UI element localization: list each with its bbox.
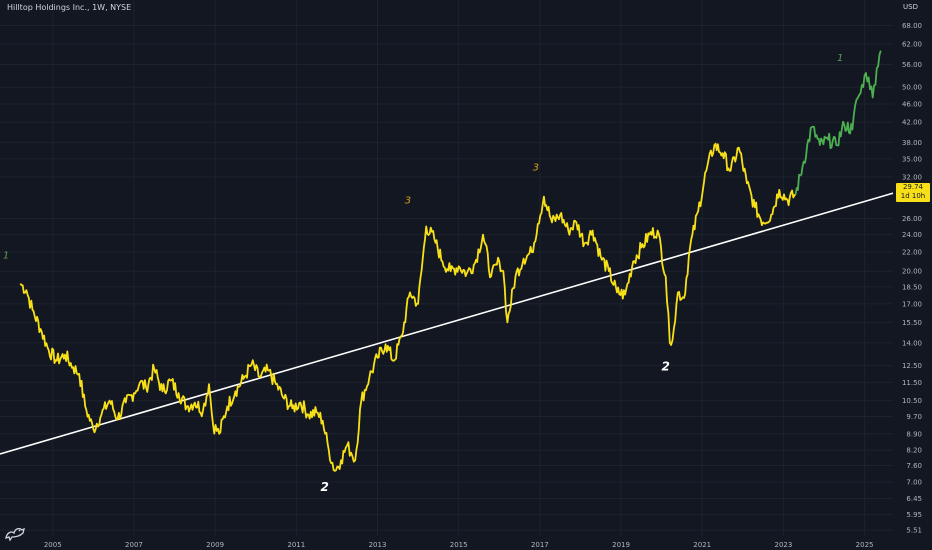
x-tick-label: 2009 <box>206 541 224 549</box>
y-tick-label: 46.00 <box>902 100 922 108</box>
y-tick-label: 8.20 <box>906 447 922 455</box>
y-tick-label: 17.00 <box>902 300 922 308</box>
wave-label: 2 <box>662 359 670 373</box>
x-tick-label: 2007 <box>125 541 143 549</box>
series-line-recent <box>794 50 882 195</box>
chart-title: Hilltop Holdings Inc., 1W, NYSE <box>7 3 132 12</box>
y-tick-label: 15.50 <box>902 319 922 327</box>
y-axis[interactable]: 68.00 62.00 56.00 50.00 46.00 42.00 38.00 35.00… <box>902 22 922 535</box>
wave-label: 1 <box>837 53 843 64</box>
trendline-line[interactable] <box>0 192 894 455</box>
x-tick-label: 2013 <box>369 541 387 549</box>
y-tick-label: 50.00 <box>902 84 922 92</box>
y-tick-label: 26.00 <box>902 215 922 223</box>
wave-label: 3 <box>405 196 411 207</box>
wave-label: 2 <box>321 480 329 494</box>
y-tick-label: 22.00 <box>902 249 922 257</box>
tradingview-logo-icon[interactable] <box>4 522 26 542</box>
y-tick-label: 14.00 <box>902 339 922 347</box>
y-tick-label: 42.00 <box>902 119 922 127</box>
y-tick-label: 32.00 <box>902 173 922 181</box>
x-tick-label: 2017 <box>531 541 549 549</box>
y-tick-label: 5.51 <box>906 527 922 535</box>
x-axis[interactable]: 2005 2007 2009 2011 2013 2015 2017 2019 2021 2023… <box>44 541 874 549</box>
y-tick-label: 38.00 <box>902 139 922 147</box>
x-tick-label: 2011 <box>287 541 305 549</box>
y-tick-label: 9.70 <box>906 413 922 421</box>
currency-label: USD <box>903 3 918 11</box>
wave-labels: 1 2 3 3 2 1 <box>3 53 844 494</box>
x-tick-label: 2025 <box>856 541 874 549</box>
y-tick-label: 12.50 <box>902 362 922 370</box>
x-tick-label: 2005 <box>44 541 62 549</box>
y-tick-label: 68.00 <box>902 22 922 30</box>
price-series <box>19 50 882 472</box>
y-tick-label: 7.60 <box>906 462 922 470</box>
x-tick-label: 2015 <box>450 541 468 549</box>
y-tick-label: 10.50 <box>902 397 922 405</box>
series-line-main <box>19 142 797 472</box>
wave-label: 3 <box>533 163 539 174</box>
x-tick-label: 2023 <box>774 541 792 549</box>
last-price: 29.74 <box>902 183 924 191</box>
y-tick-label: 24.00 <box>902 231 922 239</box>
y-tick-label: 7.00 <box>906 479 922 487</box>
y-tick-label: 35.00 <box>902 155 922 163</box>
bar-countdown: 1d 10h <box>900 192 926 200</box>
last-price-tag: 29.74 1d 10h <box>896 183 930 202</box>
y-tick-label: 62.00 <box>902 41 922 49</box>
y-tick-label: 56.00 <box>902 61 922 69</box>
trendline[interactable] <box>0 192 894 455</box>
x-tick-label: 2021 <box>693 541 711 549</box>
x-tick-label: 2019 <box>612 541 630 549</box>
y-tick-label: 6.45 <box>906 495 922 503</box>
y-tick-label: 5.95 <box>906 511 922 519</box>
wave-label: 1 <box>3 251 9 262</box>
y-tick-label: 20.00 <box>902 268 922 276</box>
grid-lines <box>0 0 893 536</box>
y-tick-label: 18.50 <box>902 283 922 291</box>
y-tick-label: 11.50 <box>902 379 922 387</box>
y-tick-label: 8.90 <box>906 430 922 438</box>
